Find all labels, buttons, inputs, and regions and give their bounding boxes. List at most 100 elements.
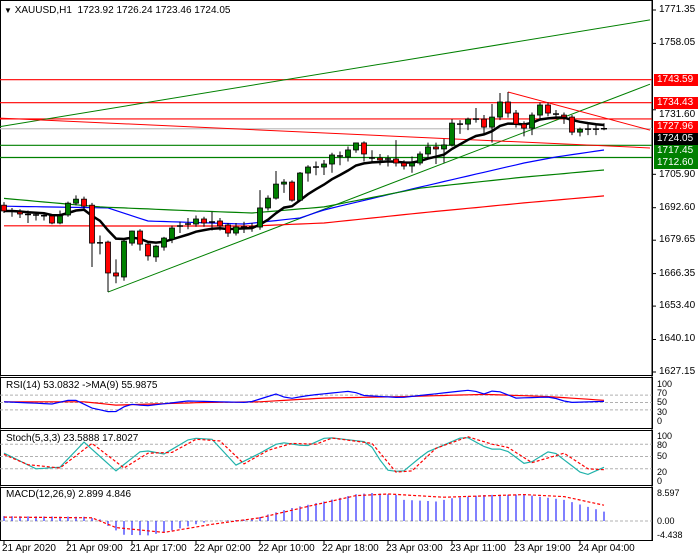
- candle: [193, 215, 199, 227]
- candle: [449, 119, 455, 147]
- time-axis-label: 22 Apr 18:00: [322, 543, 379, 554]
- moving-average-green: [3, 169, 605, 214]
- rsi-ma-line: [4, 393, 605, 406]
- stoch-axis-label: 50: [657, 450, 668, 461]
- candle-body: [81, 198, 87, 207]
- candle: [233, 223, 239, 236]
- candle: [217, 217, 223, 231]
- candle: [425, 142, 431, 159]
- candle-body: [497, 101, 503, 118]
- macd-label: MACD(12,26,9) 2.899 4.846: [6, 489, 132, 500]
- candle: [473, 108, 479, 123]
- stoch-axis-label: 100: [657, 430, 673, 441]
- candle: [569, 115, 575, 136]
- candle-body: [361, 142, 367, 155]
- price-axis-label: 1653.40: [659, 300, 696, 312]
- candle-body: [281, 181, 287, 185]
- time-axis-label: 23 Apr 03:00: [386, 543, 443, 554]
- price-tag-1734.43: 1734.43: [654, 96, 698, 109]
- candle-body: [257, 207, 263, 228]
- rsi-axis-label: 70: [657, 388, 668, 398]
- candle: [177, 221, 183, 234]
- candle: [209, 211, 215, 231]
- candle-body: [353, 142, 359, 151]
- price-tag-1717.45: 1717.45: [654, 144, 698, 157]
- candle: [89, 202, 95, 267]
- candle-body: [417, 153, 423, 164]
- candle: [225, 223, 231, 237]
- collapse-triangle-icon[interactable]: ▼: [4, 6, 12, 15]
- candle: [257, 190, 263, 230]
- candle-body: [441, 144, 447, 150]
- main-panel-frame: [0, 0, 653, 376]
- price-tag-1743.59: 1743.59: [654, 73, 698, 86]
- candle: [465, 117, 471, 131]
- candle: [353, 142, 359, 153]
- macd-axis-label: 0.00: [657, 515, 675, 526]
- candle-body: [329, 154, 335, 165]
- candle: [529, 112, 535, 136]
- candle: [313, 161, 319, 176]
- candle: [289, 180, 295, 202]
- candle-body: [393, 158, 399, 164]
- candle: [129, 230, 135, 246]
- candle: [497, 92, 503, 121]
- candle-body: [345, 149, 351, 158]
- candle-body: [121, 240, 127, 278]
- candle-body: [409, 162, 415, 167]
- moving-average-blue: [3, 149, 605, 225]
- candle: [185, 217, 191, 230]
- macd-axis-label: 8.597: [657, 487, 680, 498]
- candle-body: [65, 202, 71, 216]
- candle-body: [465, 118, 471, 125]
- candle: [281, 179, 287, 193]
- price-tag-1724.05: 1724.05: [654, 132, 698, 145]
- candle: [585, 123, 591, 136]
- price-axis-label: 1692.60: [659, 201, 696, 213]
- price-tag-1727.96: 1727.96: [654, 120, 698, 133]
- candle-body: [481, 118, 487, 128]
- macd-axis-label: -4.438: [657, 529, 683, 540]
- candle-body: [49, 215, 55, 224]
- candle-body: [305, 166, 311, 174]
- rsi-axis-label: 100: [657, 378, 673, 389]
- candle-body: [537, 104, 543, 116]
- candle: [9, 207, 15, 217]
- candle: [249, 223, 255, 232]
- time-axis-label: 21 Apr 17:00: [130, 543, 187, 554]
- price-axis-label: 1640.10: [659, 333, 696, 345]
- trendline-2: [0, 117, 651, 149]
- trendline-0: [0, 19, 651, 128]
- candle: [41, 212, 47, 221]
- candle-body: [505, 101, 511, 114]
- time-axis-label: 22 Apr 10:00: [258, 543, 315, 554]
- candle: [505, 91, 511, 118]
- candle: [521, 121, 527, 137]
- symbol-label: XAUUSD,H1: [14, 5, 72, 16]
- candle-body: [289, 181, 295, 201]
- candle-body: [433, 146, 439, 150]
- candle-body: [513, 112, 519, 125]
- candle-body: [449, 122, 455, 146]
- candle: [81, 196, 87, 210]
- time-axis-label: 22 Apr 02:00: [194, 543, 251, 554]
- candle-body: [201, 218, 207, 224]
- candle: [153, 244, 159, 262]
- candle-body: [577, 128, 583, 133]
- rsi-label: RSI(14) 53.0832 ->MA(9) 55.9875: [6, 380, 158, 391]
- candle: [121, 238, 127, 281]
- candle-body: [377, 157, 383, 161]
- candle: [537, 102, 543, 121]
- candle: [329, 152, 335, 173]
- candle: [97, 235, 103, 255]
- candle-body: [569, 116, 575, 133]
- candle: [489, 104, 495, 143]
- candle-body: [17, 211, 23, 215]
- candle: [433, 142, 439, 165]
- candle-body: [129, 230, 135, 244]
- candle-body: [273, 183, 279, 199]
- candle: [385, 155, 391, 167]
- candle-body: [425, 146, 431, 155]
- candle: [137, 229, 143, 251]
